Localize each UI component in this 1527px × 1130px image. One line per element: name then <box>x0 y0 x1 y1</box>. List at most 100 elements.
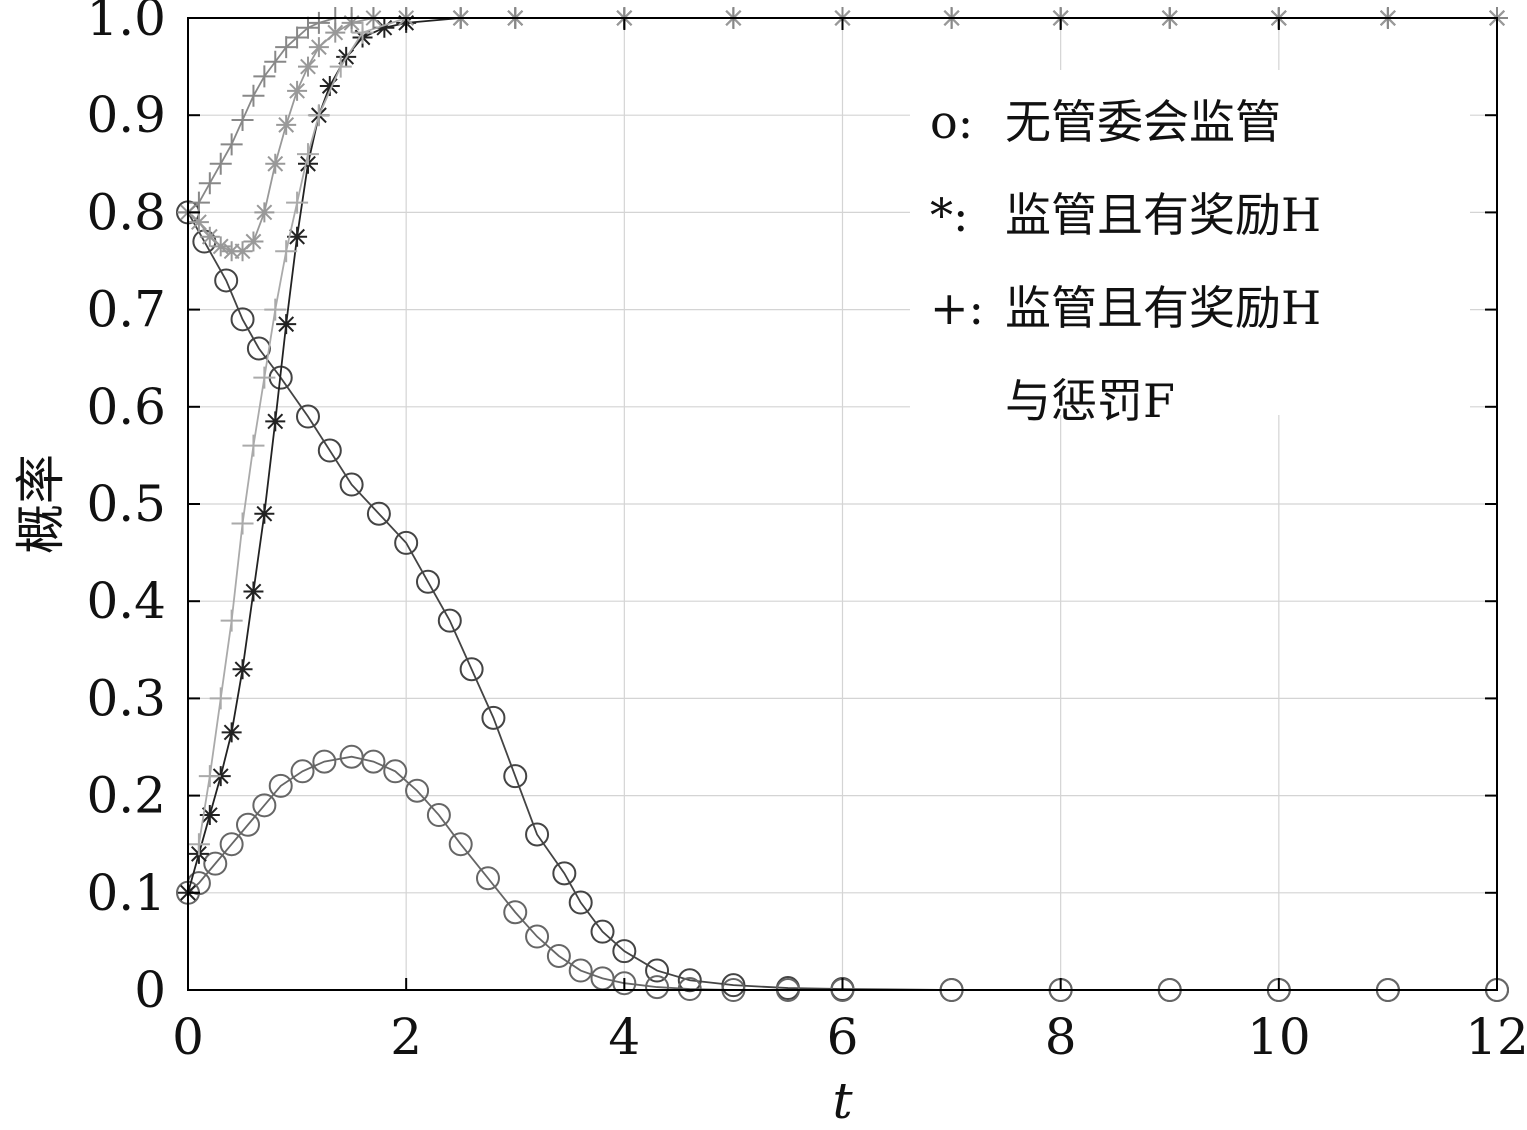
ticks-group <box>187 17 1498 991</box>
series-4-point <box>286 191 309 214</box>
x-tick-label: 12 <box>1465 1008 1527 1066</box>
series-5-point <box>264 50 287 73</box>
series-4-point <box>264 298 287 321</box>
series-1-point <box>612 971 637 996</box>
series-2-point <box>243 581 264 602</box>
y-tick-label: 0.4 <box>86 572 166 630</box>
series-0-point <box>339 472 364 497</box>
series-4-point <box>307 104 330 127</box>
series-5-point <box>220 133 243 156</box>
y-tick-label: 0.2 <box>86 767 166 825</box>
series-1-point <box>361 749 386 774</box>
series-0-point <box>437 608 462 633</box>
series-5-point <box>209 152 232 175</box>
legend-symbol-0: o: <box>930 95 973 149</box>
series-0-point <box>568 890 593 915</box>
series-3-point <box>232 241 253 262</box>
series-0-point <box>295 404 320 429</box>
x-tick-label: 8 <box>1045 1008 1077 1066</box>
x-tick-label: 6 <box>827 1008 859 1066</box>
series-0-point <box>612 939 637 964</box>
legend-label-2-0: 监管且有奖励H <box>1005 281 1321 335</box>
y-tick-label: 1.0 <box>86 0 166 47</box>
legend: o: 无管委会监管 *: 监管且有奖励H +: 监管且有奖励H 与惩罚F <box>910 70 1470 428</box>
series-4-point <box>198 765 221 788</box>
series-3-point <box>254 202 275 223</box>
series-1-point <box>525 924 550 949</box>
series-0-point <box>677 968 702 993</box>
series-1-point <box>290 759 315 784</box>
series-4-point <box>351 21 374 44</box>
series-3-point <box>188 212 209 233</box>
series-0-point <box>415 569 440 594</box>
series-4-point <box>187 833 210 856</box>
series-0-point <box>525 822 550 847</box>
series-3-point <box>308 37 329 58</box>
series-5-point <box>296 16 319 39</box>
series-0-point <box>590 919 615 944</box>
series-0-point <box>721 973 746 998</box>
series-0-point <box>481 705 506 730</box>
series-2-point <box>232 659 253 680</box>
series-1-point <box>252 793 277 818</box>
series-2-point <box>265 411 286 432</box>
series-1-point <box>268 773 293 798</box>
series-2-point <box>276 314 297 335</box>
series-3-point <box>199 226 220 247</box>
series-1-point <box>203 851 228 876</box>
series-3-point <box>243 231 264 252</box>
series-5-point <box>253 65 276 88</box>
series-3-point <box>210 236 231 257</box>
series-4-point <box>275 240 298 263</box>
series-0-point <box>645 958 670 983</box>
y-tick-label: 0.9 <box>86 86 166 144</box>
y-tick-label: 0.8 <box>86 183 166 241</box>
series-3-point <box>265 153 286 174</box>
series-4-point <box>296 143 319 166</box>
series-4-point <box>329 55 352 78</box>
series-2-point <box>199 805 220 826</box>
series-5-point <box>231 109 254 132</box>
y-tick-label: 0.5 <box>86 475 166 533</box>
legend-box <box>910 70 1470 415</box>
series-0-point <box>366 501 391 526</box>
series-4-point <box>242 434 265 457</box>
series-1-point <box>475 866 500 891</box>
x-tick-label: 0 <box>172 1008 204 1066</box>
series-5-point <box>198 172 221 195</box>
series-1-point <box>503 900 528 925</box>
legend-label-2-1: 与惩罚F <box>1005 374 1175 428</box>
series-4-point <box>220 609 243 632</box>
series-3-point <box>297 56 318 77</box>
y-tick-label: 0.7 <box>86 281 166 339</box>
series-5-point <box>187 191 210 214</box>
series-1-point <box>645 975 670 1000</box>
series-3-point <box>221 241 242 262</box>
x-tick-label: 4 <box>608 1008 640 1066</box>
series-2-point <box>319 76 340 97</box>
series-2-point <box>221 722 242 743</box>
series-5-point <box>242 84 265 107</box>
series-4-point <box>209 687 232 710</box>
y-tick-label: 0 <box>134 961 166 1019</box>
x-axis-label: t <box>832 1072 853 1130</box>
series-1-point <box>568 958 593 983</box>
series-4-point <box>253 366 276 389</box>
series-0-point <box>503 764 528 789</box>
series-5-point <box>307 11 330 34</box>
series-0-point <box>552 861 577 886</box>
series-0-point <box>214 268 239 293</box>
series-1-point <box>219 832 244 857</box>
legend-label-0-0: 无管委会监管 <box>1005 95 1281 149</box>
series-0-point <box>394 530 419 555</box>
legend-symbol-1: *: <box>930 188 969 242</box>
x-tick-label: 10 <box>1247 1008 1311 1066</box>
series-2-point <box>287 226 308 247</box>
legend-symbol-2: +: <box>930 281 984 335</box>
series-1-point <box>546 943 571 968</box>
x-tick-label: 2 <box>390 1008 422 1066</box>
series-3-point <box>276 114 297 135</box>
series-2-point <box>374 17 395 38</box>
series-3-point <box>325 22 346 43</box>
